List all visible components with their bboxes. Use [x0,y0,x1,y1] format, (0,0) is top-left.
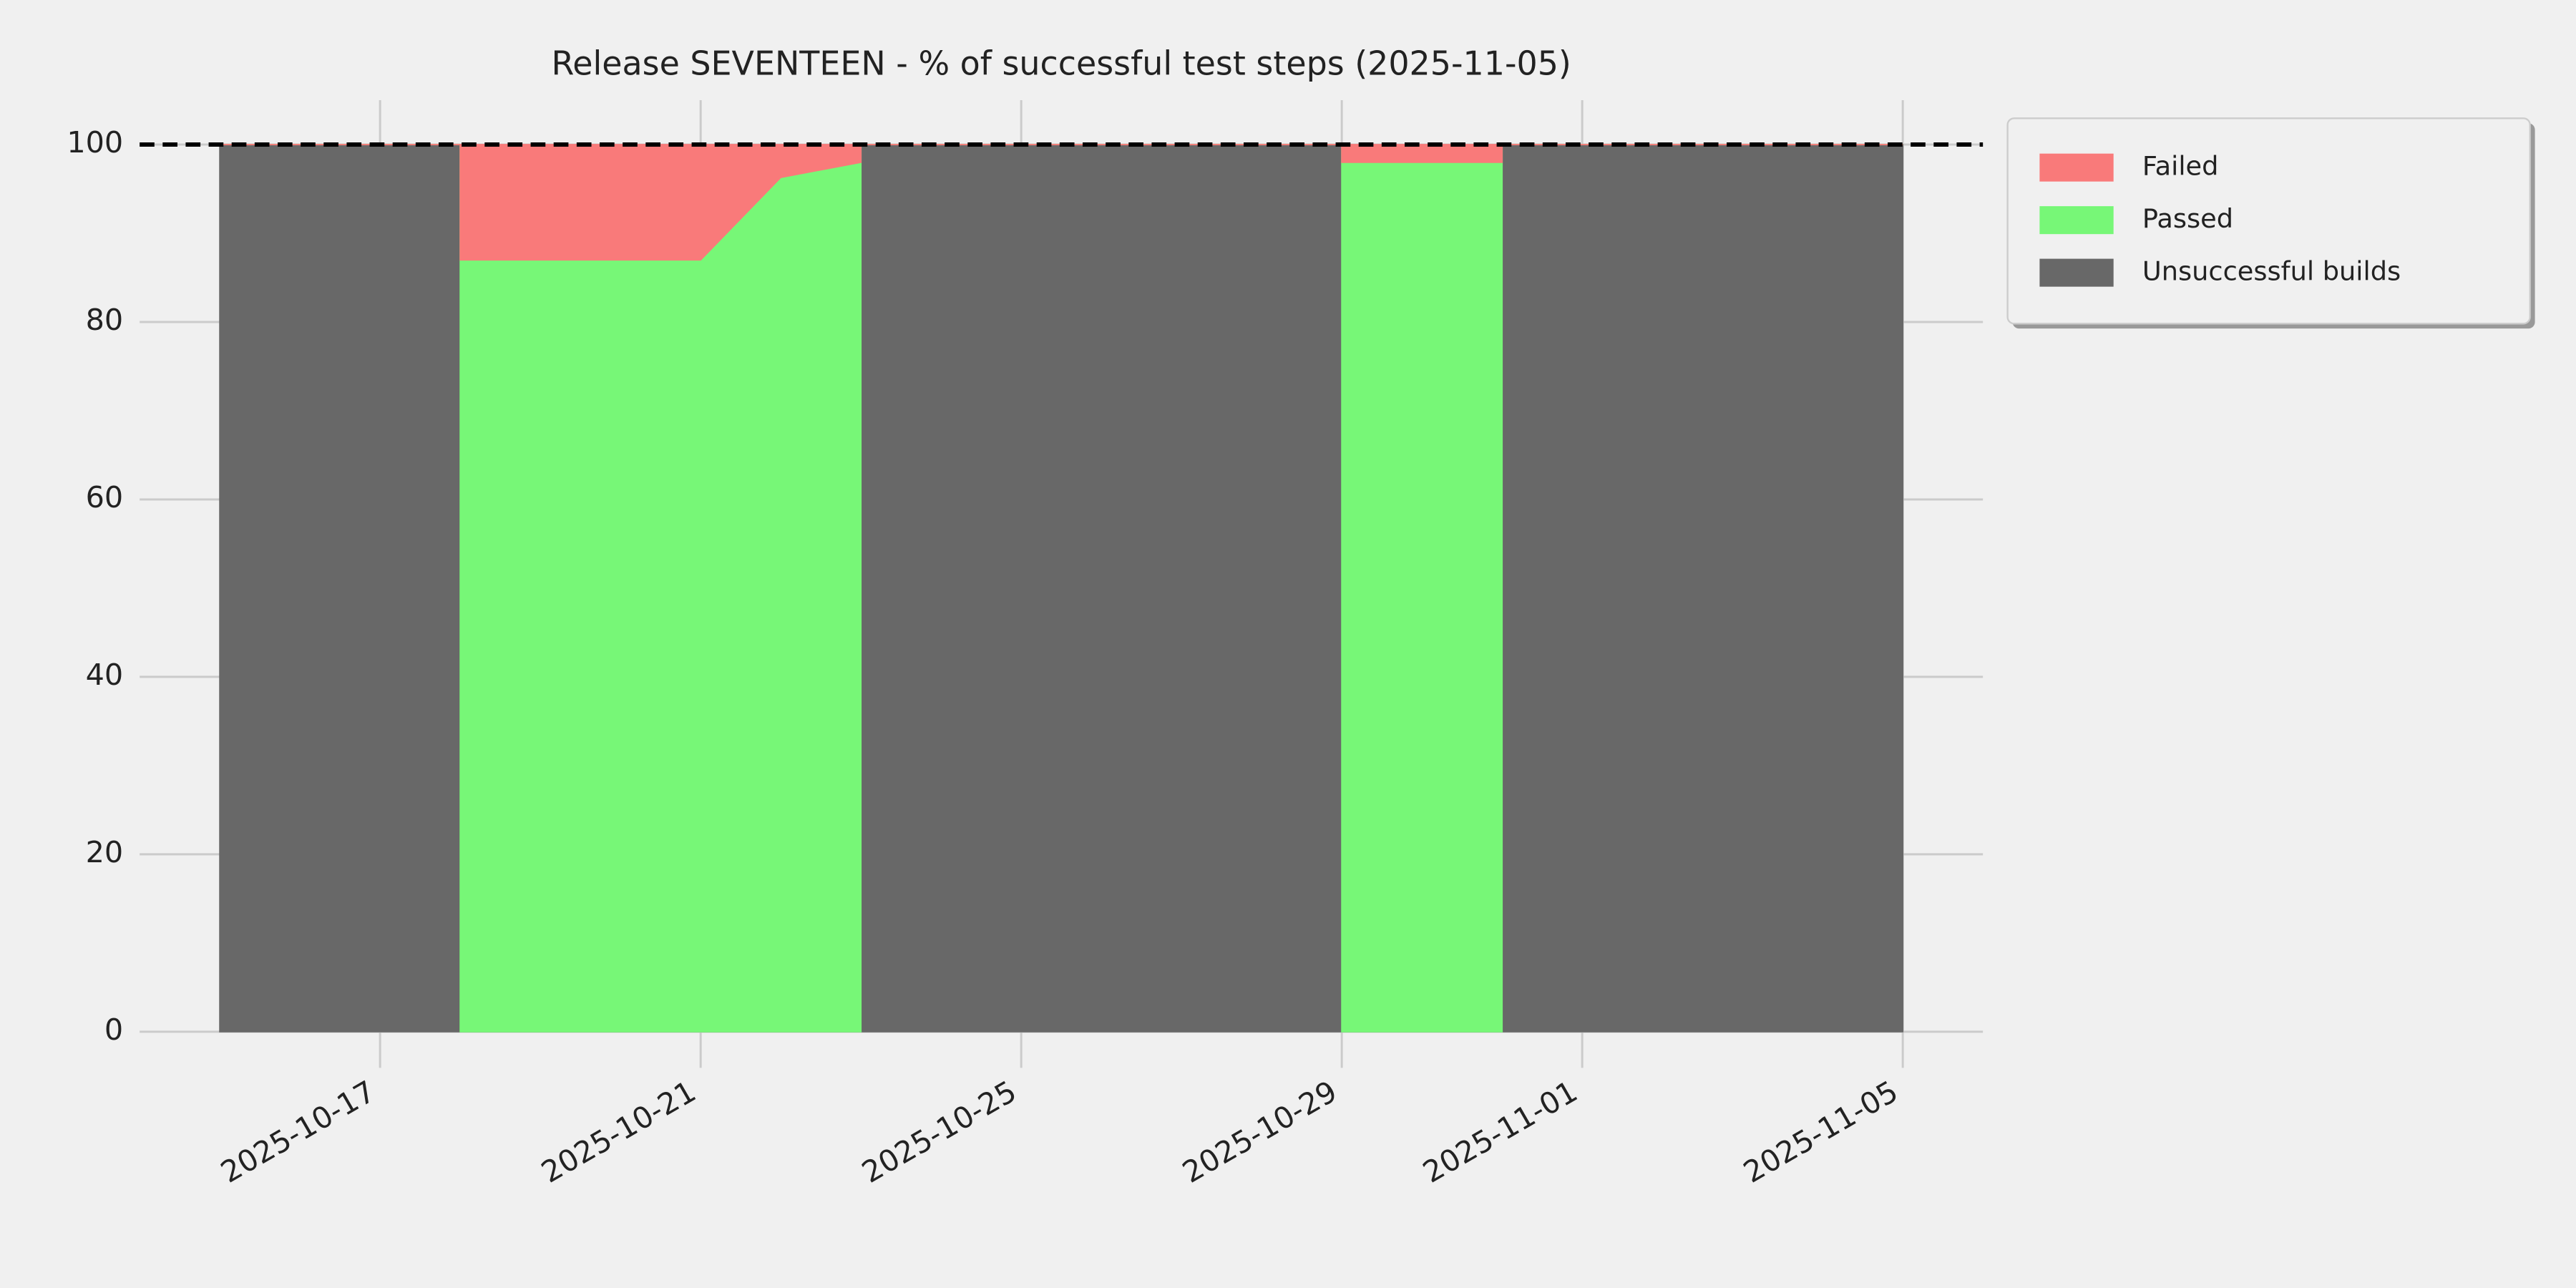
y-tick-label: 60 [86,480,124,514]
legend-swatch [2039,206,2114,235]
legend-swatch [2039,153,2114,182]
y-tick-label: 100 [67,125,123,160]
y-tick-label: 0 [104,1013,123,1047]
y-tick-label: 20 [86,835,124,869]
chart-title: Release SEVENTEEN - % of successful test… [551,44,1571,82]
legend-label: Failed [2142,151,2219,182]
y-tick-label: 80 [86,303,124,337]
legend-label: Unsuccessful builds [2142,256,2401,287]
legend-label: Passed [2142,203,2233,234]
y-tick-label: 40 [86,658,124,692]
legend-swatch [2039,258,2114,287]
legend-box [2006,117,2531,325]
